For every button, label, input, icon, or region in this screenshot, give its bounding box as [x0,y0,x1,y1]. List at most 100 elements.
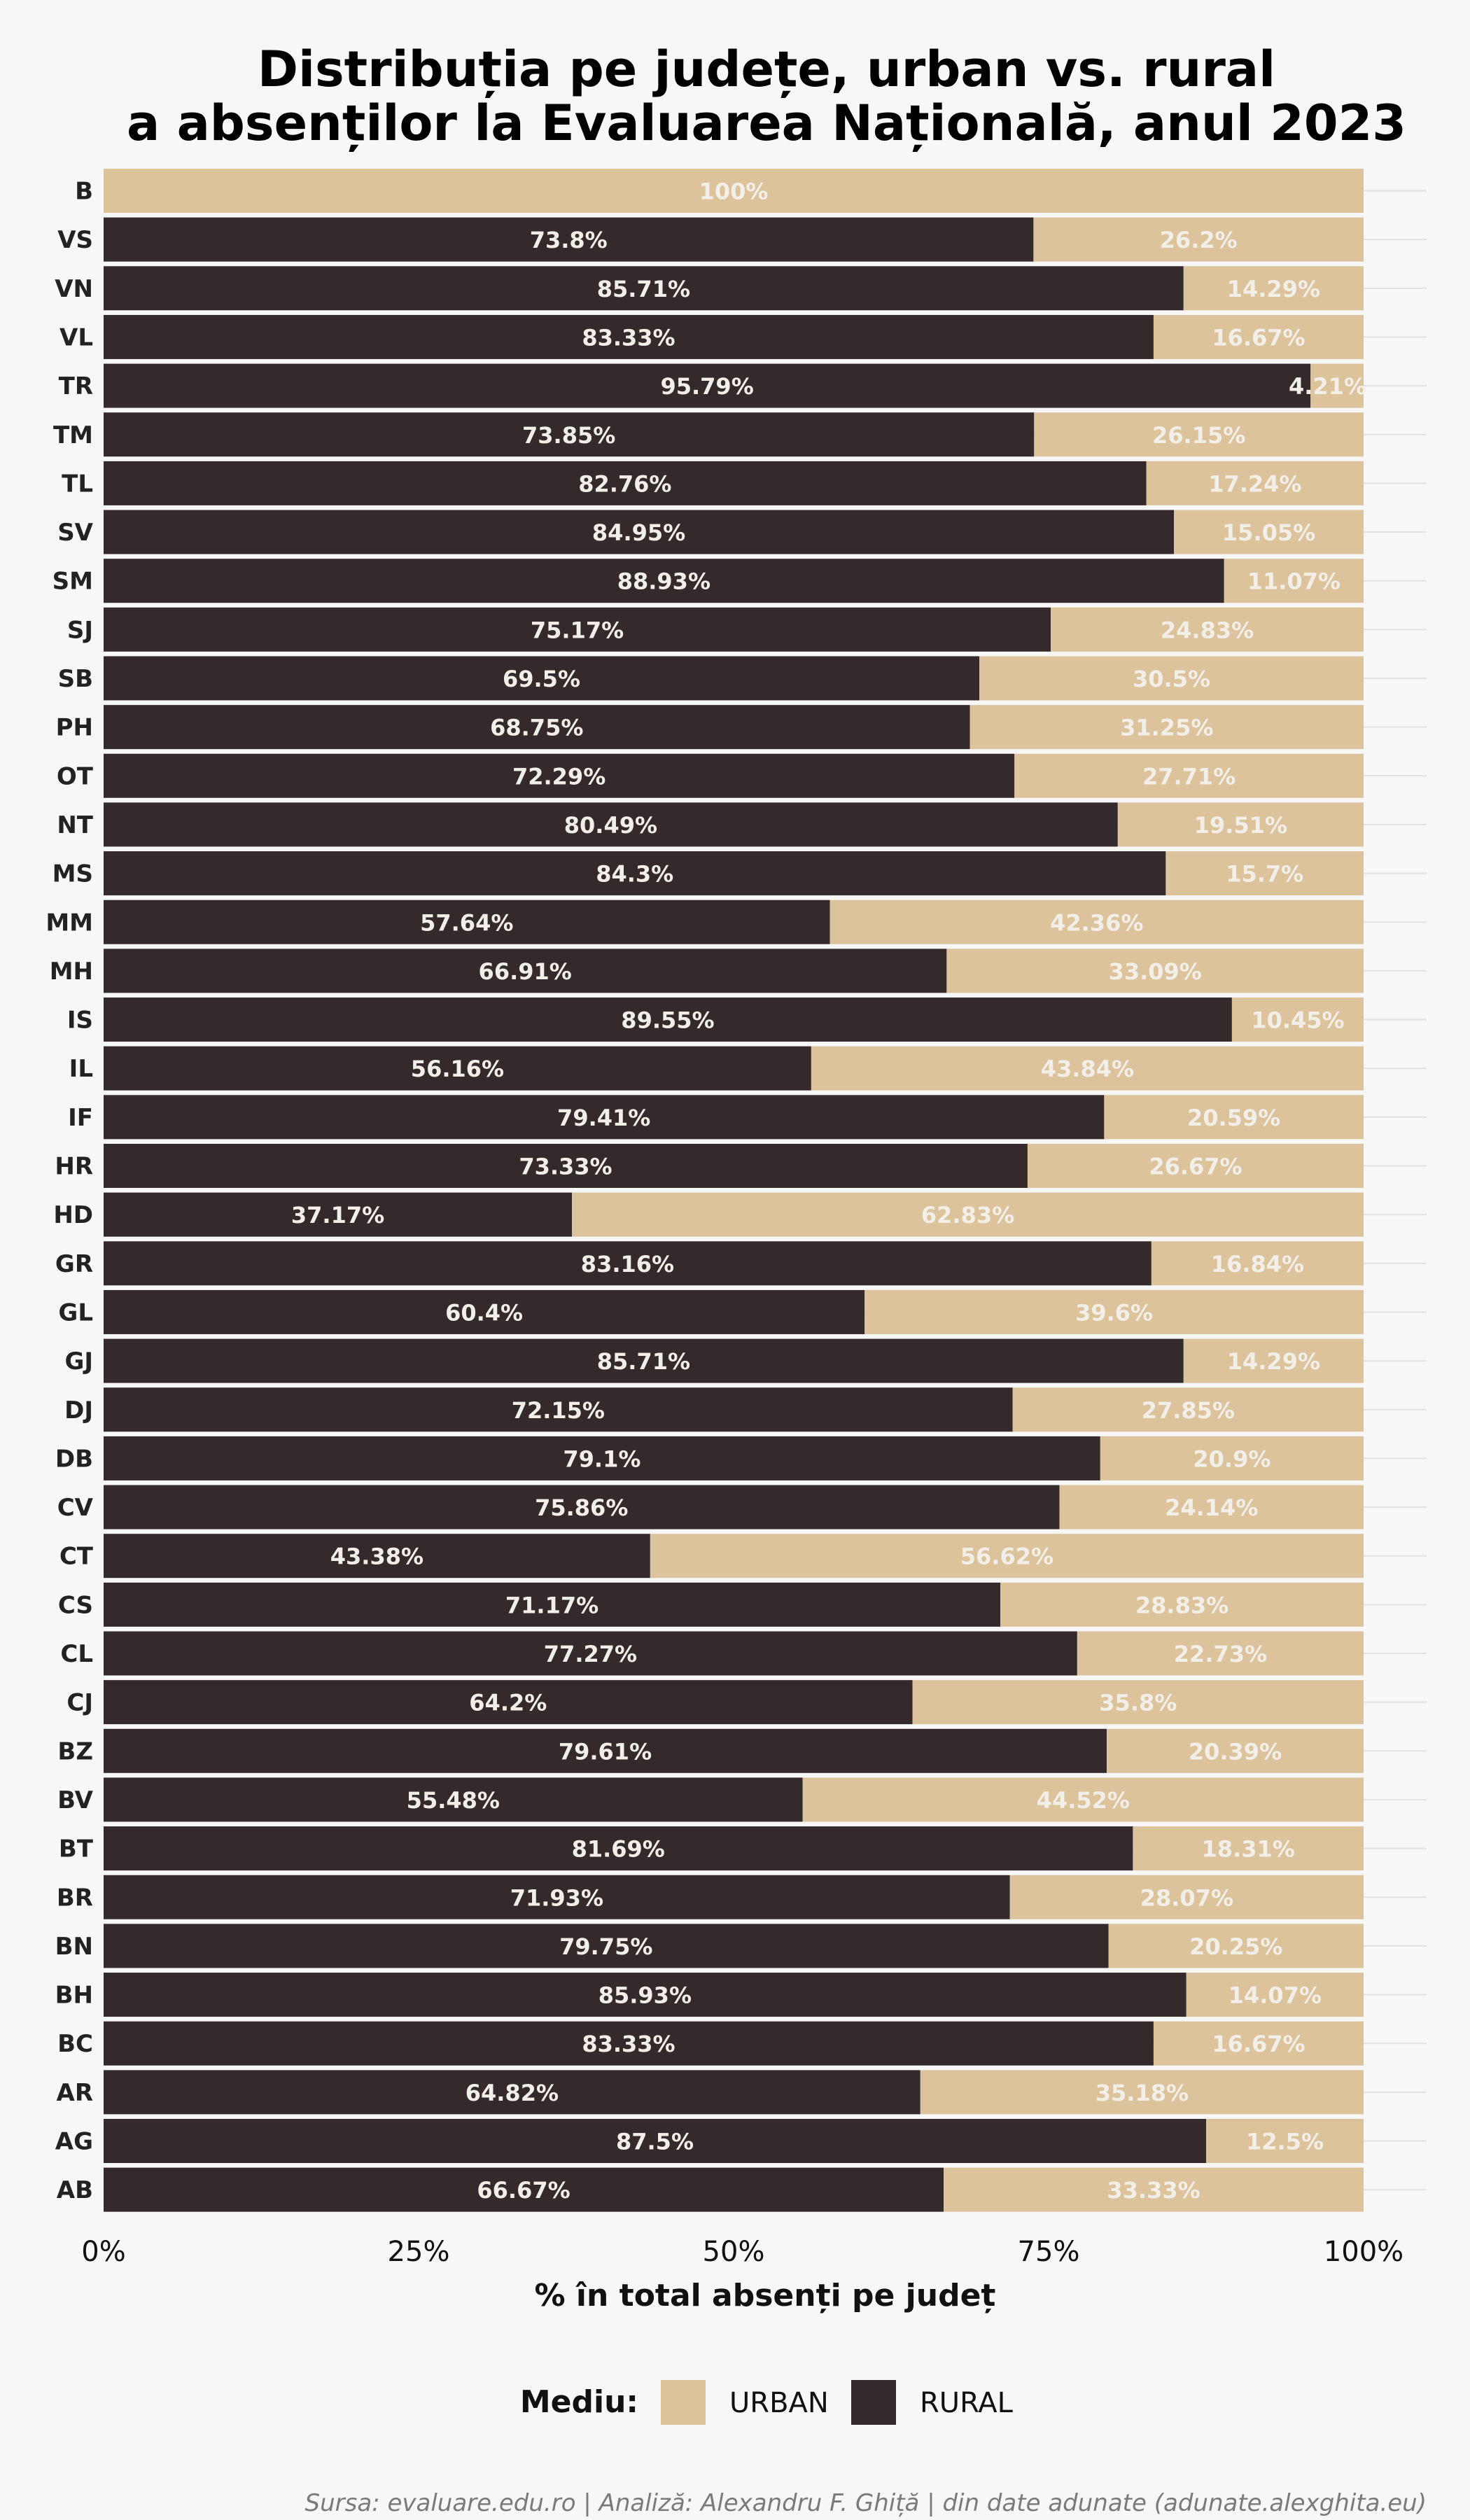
legend-swatch-urban [661,2380,706,2425]
label-rural-ag: 87.5% [616,2129,694,2155]
label-urban-ar: 35.18% [1096,2080,1189,2106]
bar-rural-vl [104,314,1154,359]
bar-urban-gl [864,1289,1364,1334]
category-label-hr: HR [55,1153,93,1181]
bar-urban-vl [1153,314,1364,359]
bar-urban-ot [1014,753,1364,798]
category-label-bt: BT [59,1835,94,1863]
bar-urban-br [1009,1875,1364,1919]
bar-urban-mh [946,948,1364,993]
category-label-hd: HD [53,1201,93,1229]
bar-rural-tr [104,363,1311,408]
label-urban-cl: 22.73% [1174,1641,1267,1667]
bar-urban-cs [1000,1582,1364,1627]
x-tick-label-0: 0% [81,2236,125,2268]
label-urban-cv: 24.14% [1165,1494,1258,1521]
bar-urban-il [811,1046,1364,1091]
label-urban-bn: 20.25% [1189,1933,1282,1960]
category-label-sb: SB [58,665,93,693]
category-label-db: DB [55,1445,93,1473]
label-rural-ab: 66.67% [477,2177,570,2204]
bar-rural-bc [104,2021,1154,2066]
legend-label-rural: RURAL [920,2387,1014,2419]
bar-rural-cv [104,1485,1060,1530]
label-rural-db: 79.1% [563,1446,640,1472]
label-urban-db: 20.9% [1193,1446,1270,1472]
bar-urban-bt [1133,1826,1364,1871]
category-label-ph: PH [56,714,93,742]
bar-rural-ot [104,753,1015,798]
bar-rural-nt [104,802,1118,847]
x-tick-label-100: 100% [1324,2236,1404,2268]
bar-urban-sm [1224,559,1364,603]
bar-rural-cj [104,1680,913,1725]
bar-rural-cs [104,1582,1001,1627]
bar-rural-dj [104,1387,1013,1432]
label-rural-mm: 57.64% [420,909,513,936]
category-label-gj: GJ [64,1348,93,1376]
bar-urban-ct [650,1534,1364,1578]
category-label-bc: BC [57,2030,93,2058]
label-urban-vn: 14.29% [1227,276,1320,302]
category-label-vs: VS [57,226,93,254]
bar-urban-bh [1186,1973,1364,2017]
category-label-cv: CV [57,1494,94,1522]
category-label-cs: CS [58,1591,93,1619]
x-axis-title: % în total absenți pe județ [535,2278,996,2314]
bar-urban-bc [1153,2021,1364,2066]
bar-urban-sj [1051,607,1364,652]
label-urban-vl: 16.67% [1212,324,1305,351]
label-rural-cv: 75.86% [535,1494,628,1521]
label-rural-ar: 64.82% [465,2080,559,2106]
bars-layer [104,169,1364,2212]
category-label-sm: SM [52,568,93,596]
label-rural-sv: 84.95% [592,519,685,546]
label-urban-b: 100% [699,178,769,205]
bar-urban-ag [1206,2119,1364,2163]
label-urban-gj: 14.29% [1227,1348,1320,1375]
label-rural-sb: 69.5% [503,666,580,692]
category-label-bv: BV [57,1786,94,1814]
label-urban-mm: 42.36% [1050,909,1143,936]
bar-rural-vn [104,266,1184,311]
bar-rural-br [104,1875,1010,1919]
bar-urban-ar [920,2070,1364,2115]
label-rural-bz: 79.61% [559,1738,652,1765]
bar-urban-tl [1146,461,1364,505]
label-urban-ph: 31.25% [1120,715,1213,741]
category-label-is: IS [67,1007,93,1035]
label-urban-hr: 26.67% [1149,1154,1242,1180]
label-urban-gl: 39.6% [1075,1299,1153,1326]
category-label-il: IL [69,1055,93,1083]
label-rural-nt: 80.49% [564,812,657,839]
bar-rural-bz [104,1728,1107,1773]
category-label-dj: DJ [64,1396,93,1424]
category-label-ms: MS [52,860,93,888]
label-urban-gr: 16.84% [1211,1251,1304,1278]
label-rural-bv: 55.48% [407,1787,500,1814]
label-urban-cs: 28.83% [1135,1592,1228,1618]
bar-rural-gj [104,1338,1184,1383]
category-label-ag: AG [55,2128,93,2156]
label-rural-mh: 66.91% [479,958,572,985]
label-rural-gj: 85.71% [597,1348,690,1375]
bar-rural-sb [104,656,979,701]
bar-rural-bn [104,1924,1109,1968]
label-urban-bt: 18.31% [1202,1836,1295,1863]
bar-rural-bt [104,1826,1133,1871]
label-rural-cs: 71.17% [505,1592,598,1618]
label-urban-ot: 27.71% [1142,763,1236,790]
bar-rural-ag [104,2119,1206,2163]
bar-rural-bh [104,1973,1186,2017]
label-urban-dj: 27.85% [1142,1397,1235,1424]
bar-rural-vs [104,217,1034,262]
label-urban-br: 28.07% [1140,1884,1233,1911]
category-label-ot: OT [57,762,94,790]
label-rural-sm: 88.93% [617,568,710,595]
category-label-sj: SJ [67,616,93,644]
bar-urban-ph [969,705,1364,750]
bar-rural-sm [104,559,1224,603]
category-axis: B VS VN VL TR TM TL SV SM SJ SB PH OT NT MS MM MH IS IL IF H… [46,178,93,2205]
bar-rural-sv [104,510,1175,554]
bar-rural-mm [104,899,830,944]
